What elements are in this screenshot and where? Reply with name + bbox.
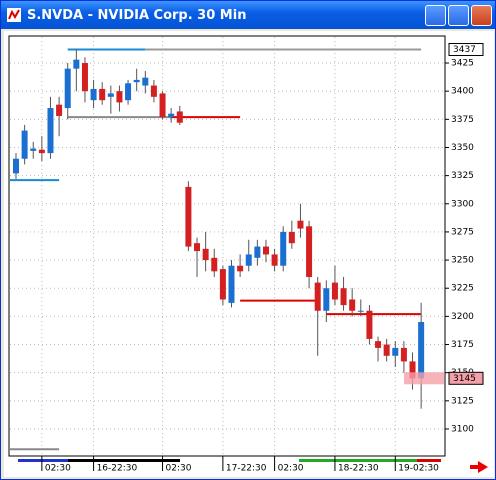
candle-body bbox=[306, 226, 313, 277]
candle-body bbox=[245, 254, 252, 266]
candle-body bbox=[64, 68, 71, 109]
candle-body bbox=[133, 79, 140, 83]
y-tick-label: 3400 bbox=[451, 87, 474, 97]
candle-body bbox=[73, 59, 80, 69]
price-highlight bbox=[404, 372, 444, 385]
y-tick-label: 3275 bbox=[451, 227, 474, 237]
candle-body bbox=[21, 130, 28, 159]
candle-body bbox=[383, 344, 390, 356]
candle-body bbox=[262, 246, 269, 255]
candle-body bbox=[280, 231, 287, 266]
candle-body bbox=[194, 243, 201, 252]
close-button[interactable] bbox=[471, 5, 492, 26]
candle-body bbox=[314, 282, 321, 311]
candle-body bbox=[323, 288, 330, 311]
window-title: S.NVDA - NVIDIA Corp. 30 Min bbox=[27, 8, 247, 23]
y-tick-label: 3175 bbox=[451, 340, 474, 350]
x-tick-label: 16-22:30 bbox=[97, 464, 138, 474]
candle-body bbox=[366, 310, 373, 339]
candle-body bbox=[150, 85, 157, 97]
x-tick-label: 02:30 bbox=[278, 464, 304, 474]
x-tick-label: 17-22:30 bbox=[226, 464, 267, 474]
chart: 3100312531503175320032253250327533003325… bbox=[4, 31, 494, 477]
minimize-button[interactable] bbox=[425, 5, 446, 26]
price-label: 3437 bbox=[453, 45, 476, 55]
candle-body bbox=[81, 63, 88, 92]
price-label-box bbox=[448, 43, 484, 57]
candle-body bbox=[99, 88, 106, 101]
candle-body bbox=[392, 347, 399, 356]
candle-body bbox=[107, 93, 114, 97]
candle-body bbox=[168, 113, 175, 118]
candle-body bbox=[116, 91, 123, 103]
candle-body bbox=[357, 310, 364, 312]
x-tick-label: 02:30 bbox=[45, 464, 71, 474]
candle-body bbox=[202, 248, 209, 261]
candle-body bbox=[228, 265, 235, 303]
candle-body bbox=[13, 158, 19, 174]
y-tick-label: 3250 bbox=[451, 256, 474, 266]
candle-body bbox=[125, 83, 132, 101]
candle-body bbox=[409, 361, 416, 379]
candle-body bbox=[38, 149, 45, 154]
candle-body bbox=[219, 269, 226, 300]
maximize-button[interactable] bbox=[448, 5, 469, 26]
candle-body bbox=[254, 246, 261, 258]
x-tick-label: 02:30 bbox=[166, 464, 192, 474]
candle-body bbox=[159, 93, 166, 118]
candle-body bbox=[288, 231, 295, 244]
price-label: 3145 bbox=[453, 374, 476, 384]
x-tick-label: 19-02:30 bbox=[398, 464, 439, 474]
candle-body bbox=[30, 148, 37, 151]
candle-body bbox=[331, 282, 338, 300]
y-tick-label: 3200 bbox=[451, 312, 474, 322]
candle-body bbox=[349, 299, 356, 311]
candle-body bbox=[340, 288, 347, 306]
app-icon bbox=[7, 8, 21, 22]
candle-body bbox=[90, 88, 97, 101]
y-tick-label: 3100 bbox=[451, 424, 474, 434]
candle-body bbox=[400, 347, 407, 362]
candle-body bbox=[176, 111, 183, 123]
y-tick-label: 3125 bbox=[451, 396, 474, 406]
candle-body bbox=[211, 257, 218, 272]
y-tick-label: 3225 bbox=[451, 284, 474, 294]
candle-body bbox=[185, 186, 192, 247]
candle-body bbox=[418, 322, 425, 379]
candle-body bbox=[297, 220, 304, 229]
title-bar: S.NVDA - NVIDIA Corp. 30 Min bbox=[1, 1, 495, 29]
candle-body bbox=[271, 254, 278, 266]
candle-body bbox=[47, 108, 54, 154]
candle-body bbox=[56, 104, 63, 116]
price-label-box bbox=[448, 371, 484, 385]
candle-body bbox=[142, 77, 149, 86]
y-tick-label: 3375 bbox=[451, 115, 474, 125]
y-tick-label: 3425 bbox=[451, 59, 474, 69]
y-tick-label: 3300 bbox=[451, 199, 474, 209]
candle-body bbox=[375, 341, 382, 348]
x-tick-label: 18-22:30 bbox=[338, 464, 379, 474]
y-tick-label: 3350 bbox=[451, 143, 474, 153]
y-tick-label: 3325 bbox=[451, 171, 474, 181]
candle-body bbox=[237, 265, 244, 272]
